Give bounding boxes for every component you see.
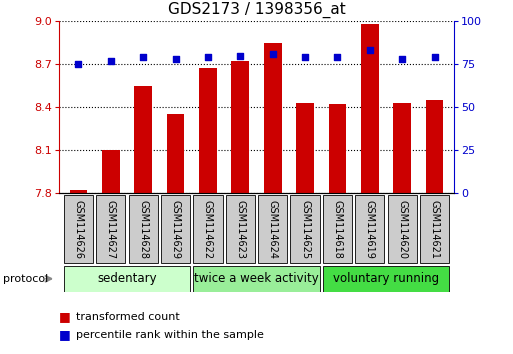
Bar (393, 103, 411, 193)
Point (430, 55, 439, 60)
Bar (361, 24, 379, 193)
Bar (167, 114, 185, 193)
Bar (161, 195, 190, 263)
Text: GSM114621: GSM114621 (429, 200, 440, 259)
Text: GSM114628: GSM114628 (138, 200, 148, 259)
Bar (64, 195, 93, 263)
Text: GSM114629: GSM114629 (170, 200, 181, 259)
Text: GSM114622: GSM114622 (203, 200, 213, 259)
Bar (129, 195, 158, 263)
Text: GSM114627: GSM114627 (106, 200, 116, 259)
Bar (70, 190, 87, 193)
Point (236, 53, 244, 58)
Point (269, 51, 277, 57)
Bar (64, 266, 190, 292)
Bar (134, 86, 152, 193)
Bar (102, 150, 120, 193)
Text: GSM114625: GSM114625 (300, 200, 310, 259)
Text: GSM114626: GSM114626 (73, 200, 84, 259)
Bar (226, 195, 255, 263)
Bar (420, 195, 449, 263)
Bar (290, 195, 320, 263)
Text: sedentary: sedentary (97, 272, 157, 285)
Bar (426, 100, 443, 193)
Text: GSM114623: GSM114623 (235, 200, 245, 259)
Bar (296, 103, 314, 193)
Text: voluntary running: voluntary running (333, 272, 439, 285)
Text: GSM114620: GSM114620 (397, 200, 407, 259)
Text: GSM114618: GSM114618 (332, 200, 343, 259)
Bar (388, 195, 417, 263)
Text: protocol: protocol (3, 274, 48, 284)
Bar (231, 61, 249, 193)
Point (366, 47, 374, 53)
Bar (96, 195, 125, 263)
Text: ■: ■ (59, 310, 71, 323)
Bar (264, 43, 282, 193)
Point (171, 56, 180, 62)
Bar (323, 195, 352, 263)
Title: GDS2173 / 1398356_at: GDS2173 / 1398356_at (168, 2, 345, 18)
Point (204, 55, 212, 60)
Point (139, 55, 147, 60)
Bar (199, 68, 217, 193)
Text: twice a week activity: twice a week activity (194, 272, 319, 285)
Text: percentile rank within the sample: percentile rank within the sample (76, 330, 264, 339)
Text: transformed count: transformed count (76, 312, 180, 322)
Text: GSM114619: GSM114619 (365, 200, 375, 259)
Bar (258, 195, 287, 263)
Point (333, 55, 342, 60)
Bar (323, 266, 449, 292)
Point (301, 55, 309, 60)
Bar (193, 266, 320, 292)
Text: ■: ■ (59, 328, 71, 341)
Point (398, 56, 406, 62)
Point (107, 58, 115, 64)
Bar (328, 104, 346, 193)
Bar (356, 195, 384, 263)
Point (74, 61, 83, 67)
Text: GSM114624: GSM114624 (268, 200, 278, 259)
Bar (193, 195, 223, 263)
